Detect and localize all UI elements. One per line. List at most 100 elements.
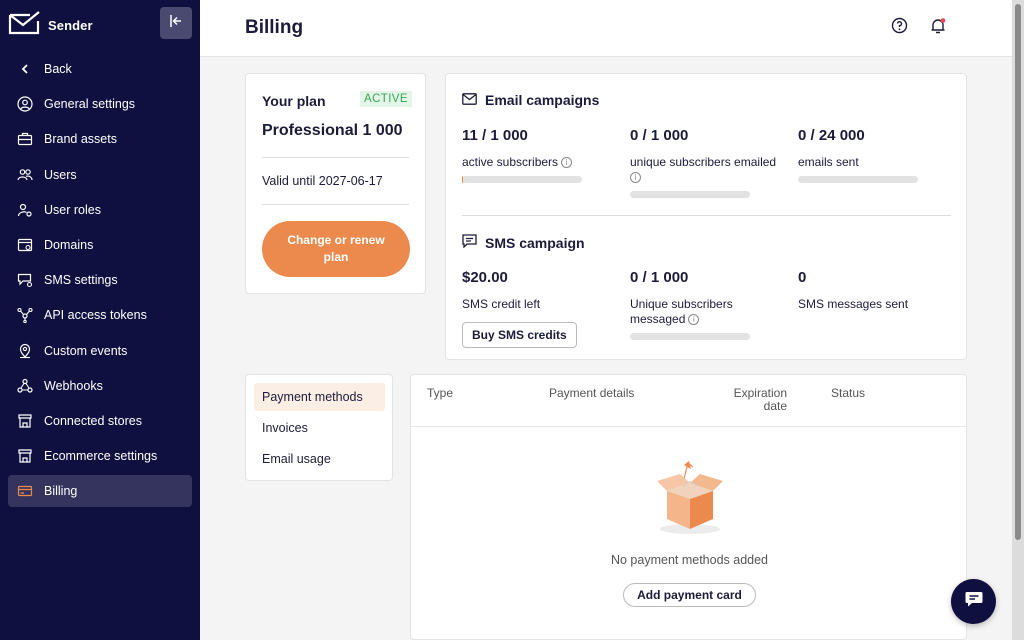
collapse-sidebar-button[interactable]: [160, 7, 192, 39]
emails-sent-stat: 0 / 24 000 emails sent: [798, 127, 948, 183]
logo[interactable]: Sender: [8, 11, 93, 40]
page-scrollbar[interactable]: [1012, 0, 1024, 640]
buy-sms-credits-button[interactable]: Buy SMS credits: [462, 322, 577, 348]
plan-name: Professional 1 000: [262, 122, 403, 139]
api-icon: [16, 306, 34, 324]
sidebar-item-label: Domains: [44, 237, 94, 252]
sidebar-item-api-access-tokens[interactable]: API access tokens: [8, 299, 192, 331]
sms-credit-stat: $20.00 SMS credit left Buy SMS credits: [462, 269, 612, 348]
stat-label: active subscribers i: [462, 155, 612, 170]
stat-value: 0: [798, 269, 807, 286]
progress-fill: [462, 176, 464, 183]
sidebar-item-connected-stores[interactable]: Connected stores: [8, 405, 192, 437]
scrollbar-thumb[interactable]: [1015, 4, 1021, 540]
sidebar-item-label: General settings: [44, 97, 136, 112]
sidebar-item-custom-events[interactable]: Custom events: [8, 335, 192, 367]
stat-label-text: Unique subscribers messaged: [630, 297, 733, 326]
usage-card: Email campaigns 11 / 1 000 active subscr…: [445, 73, 967, 360]
user-gear-icon: [16, 201, 34, 219]
stat-label-text: unique subscribers emailed: [630, 155, 777, 169]
sidebar-item-brand-assets[interactable]: Brand assets: [8, 123, 192, 155]
menu-item-invoices[interactable]: Invoices: [262, 421, 308, 435]
page-title: Billing: [245, 17, 304, 38]
message-icon: [462, 234, 485, 251]
page-header: Billing: [200, 0, 1012, 57]
divider: [262, 204, 409, 205]
info-icon[interactable]: i: [630, 172, 641, 184]
sidebar-item-label: Custom events: [44, 343, 128, 358]
sidebar-item-general-settings[interactable]: General settings: [8, 88, 192, 120]
plan-heading: Your plan: [262, 93, 326, 109]
billing-menu: Payment methods Invoices Email usage: [245, 374, 393, 481]
empty-box-illustration: [653, 459, 727, 540]
sidebar-item-label: Webhooks: [44, 378, 103, 393]
sidebar-item-label: User roles: [44, 202, 101, 217]
user-circle-icon: [16, 95, 34, 113]
progress-bar: [630, 333, 750, 340]
stat-value: 0 / 1 000: [630, 269, 689, 286]
table-header-divider: [411, 426, 966, 427]
sidebar: Sender Back General settings Brand asset…: [0, 0, 200, 640]
info-icon[interactable]: i: [688, 314, 700, 326]
active-subscribers-stat: 11 / 1 000 active subscribers i: [462, 127, 612, 183]
sidebar-item-label: Users: [44, 167, 77, 182]
chevron-left-icon: [16, 60, 34, 78]
divider: [462, 215, 951, 216]
sidebar-item-label: Billing: [44, 484, 78, 499]
change-or-renew-plan-button[interactable]: Change or renew plan: [262, 221, 410, 277]
browser-icon: [16, 236, 34, 254]
bell-icon: [929, 17, 947, 40]
email-campaigns-heading: Email campaigns: [462, 92, 599, 108]
sms-campaign-heading: SMS campaign: [462, 234, 585, 251]
stat-label: SMS messages sent: [798, 297, 909, 311]
sidebar-item-label: API access tokens: [44, 308, 147, 323]
stat-label: emails sent: [798, 155, 859, 169]
store-icon: [16, 447, 34, 465]
stat-value: 0 / 1 000: [630, 127, 689, 144]
sidebar-item-billing[interactable]: Billing: [8, 475, 192, 508]
menu-item-email-usage[interactable]: Email usage: [262, 452, 331, 466]
webhook-icon: [16, 377, 34, 395]
stat-label: Unique subscribers messaged i: [630, 297, 742, 327]
envelope-icon: [462, 92, 485, 108]
sidebar-item-label: Back: [44, 62, 72, 76]
empty-state-message: No payment methods added: [610, 553, 769, 567]
map-pin-icon: [16, 342, 34, 360]
column-header-expiration-date: Expiration date: [733, 386, 787, 413]
status-badge: ACTIVE: [360, 91, 412, 107]
chat-button[interactable]: [951, 579, 996, 624]
sidebar-item-ecommerce-settings[interactable]: Ecommerce settings: [8, 440, 192, 472]
progress-bar: [798, 176, 918, 183]
add-payment-card-button[interactable]: Add payment card: [623, 583, 756, 607]
help-button[interactable]: [889, 17, 909, 39]
divider: [262, 157, 409, 158]
sidebar-item-domains[interactable]: Domains: [8, 229, 192, 261]
notifications-button[interactable]: [928, 17, 948, 40]
sidebar-item-back[interactable]: Back: [8, 53, 192, 85]
column-header-status: Status: [831, 386, 866, 400]
credit-card-icon: [16, 482, 34, 500]
sidebar-item-user-roles[interactable]: User roles: [8, 194, 192, 226]
stat-label-text: active subscribers: [462, 155, 559, 169]
sidebar-item-label: SMS settings: [44, 273, 118, 288]
chat-bubble-icon: [964, 589, 984, 614]
sidebar-item-sms-settings[interactable]: SMS settings: [8, 264, 192, 296]
sidebar-item-label: Ecommerce settings: [44, 449, 158, 464]
plan-valid-until: Valid until 2027-06-17: [262, 174, 383, 188]
sidebar-item-webhooks[interactable]: Webhooks: [8, 370, 192, 402]
info-icon[interactable]: i: [561, 157, 573, 169]
sidebar-item-users[interactable]: Users: [8, 159, 192, 191]
store-icon: [16, 412, 34, 430]
progress-bar: [630, 191, 750, 198]
sms-gear-icon: [16, 271, 34, 289]
section-title: Email campaigns: [485, 92, 600, 108]
menu-item-payment-methods[interactable]: Payment methods: [254, 383, 385, 411]
briefcase-icon: [16, 130, 34, 148]
settings-nav: Back General settings Brand assets Users…: [8, 53, 192, 510]
question-circle-icon: [891, 17, 908, 39]
brand-name: Sender: [48, 18, 93, 33]
unique-subscribers-emailed-stat: 0 / 1 000 unique subscribers emailed i: [630, 127, 780, 198]
plan-card: Your plan ACTIVE Professional 1 000 Vali…: [245, 73, 426, 294]
stat-value: $20.00: [462, 269, 508, 286]
envelope-logo-icon: [8, 11, 40, 40]
